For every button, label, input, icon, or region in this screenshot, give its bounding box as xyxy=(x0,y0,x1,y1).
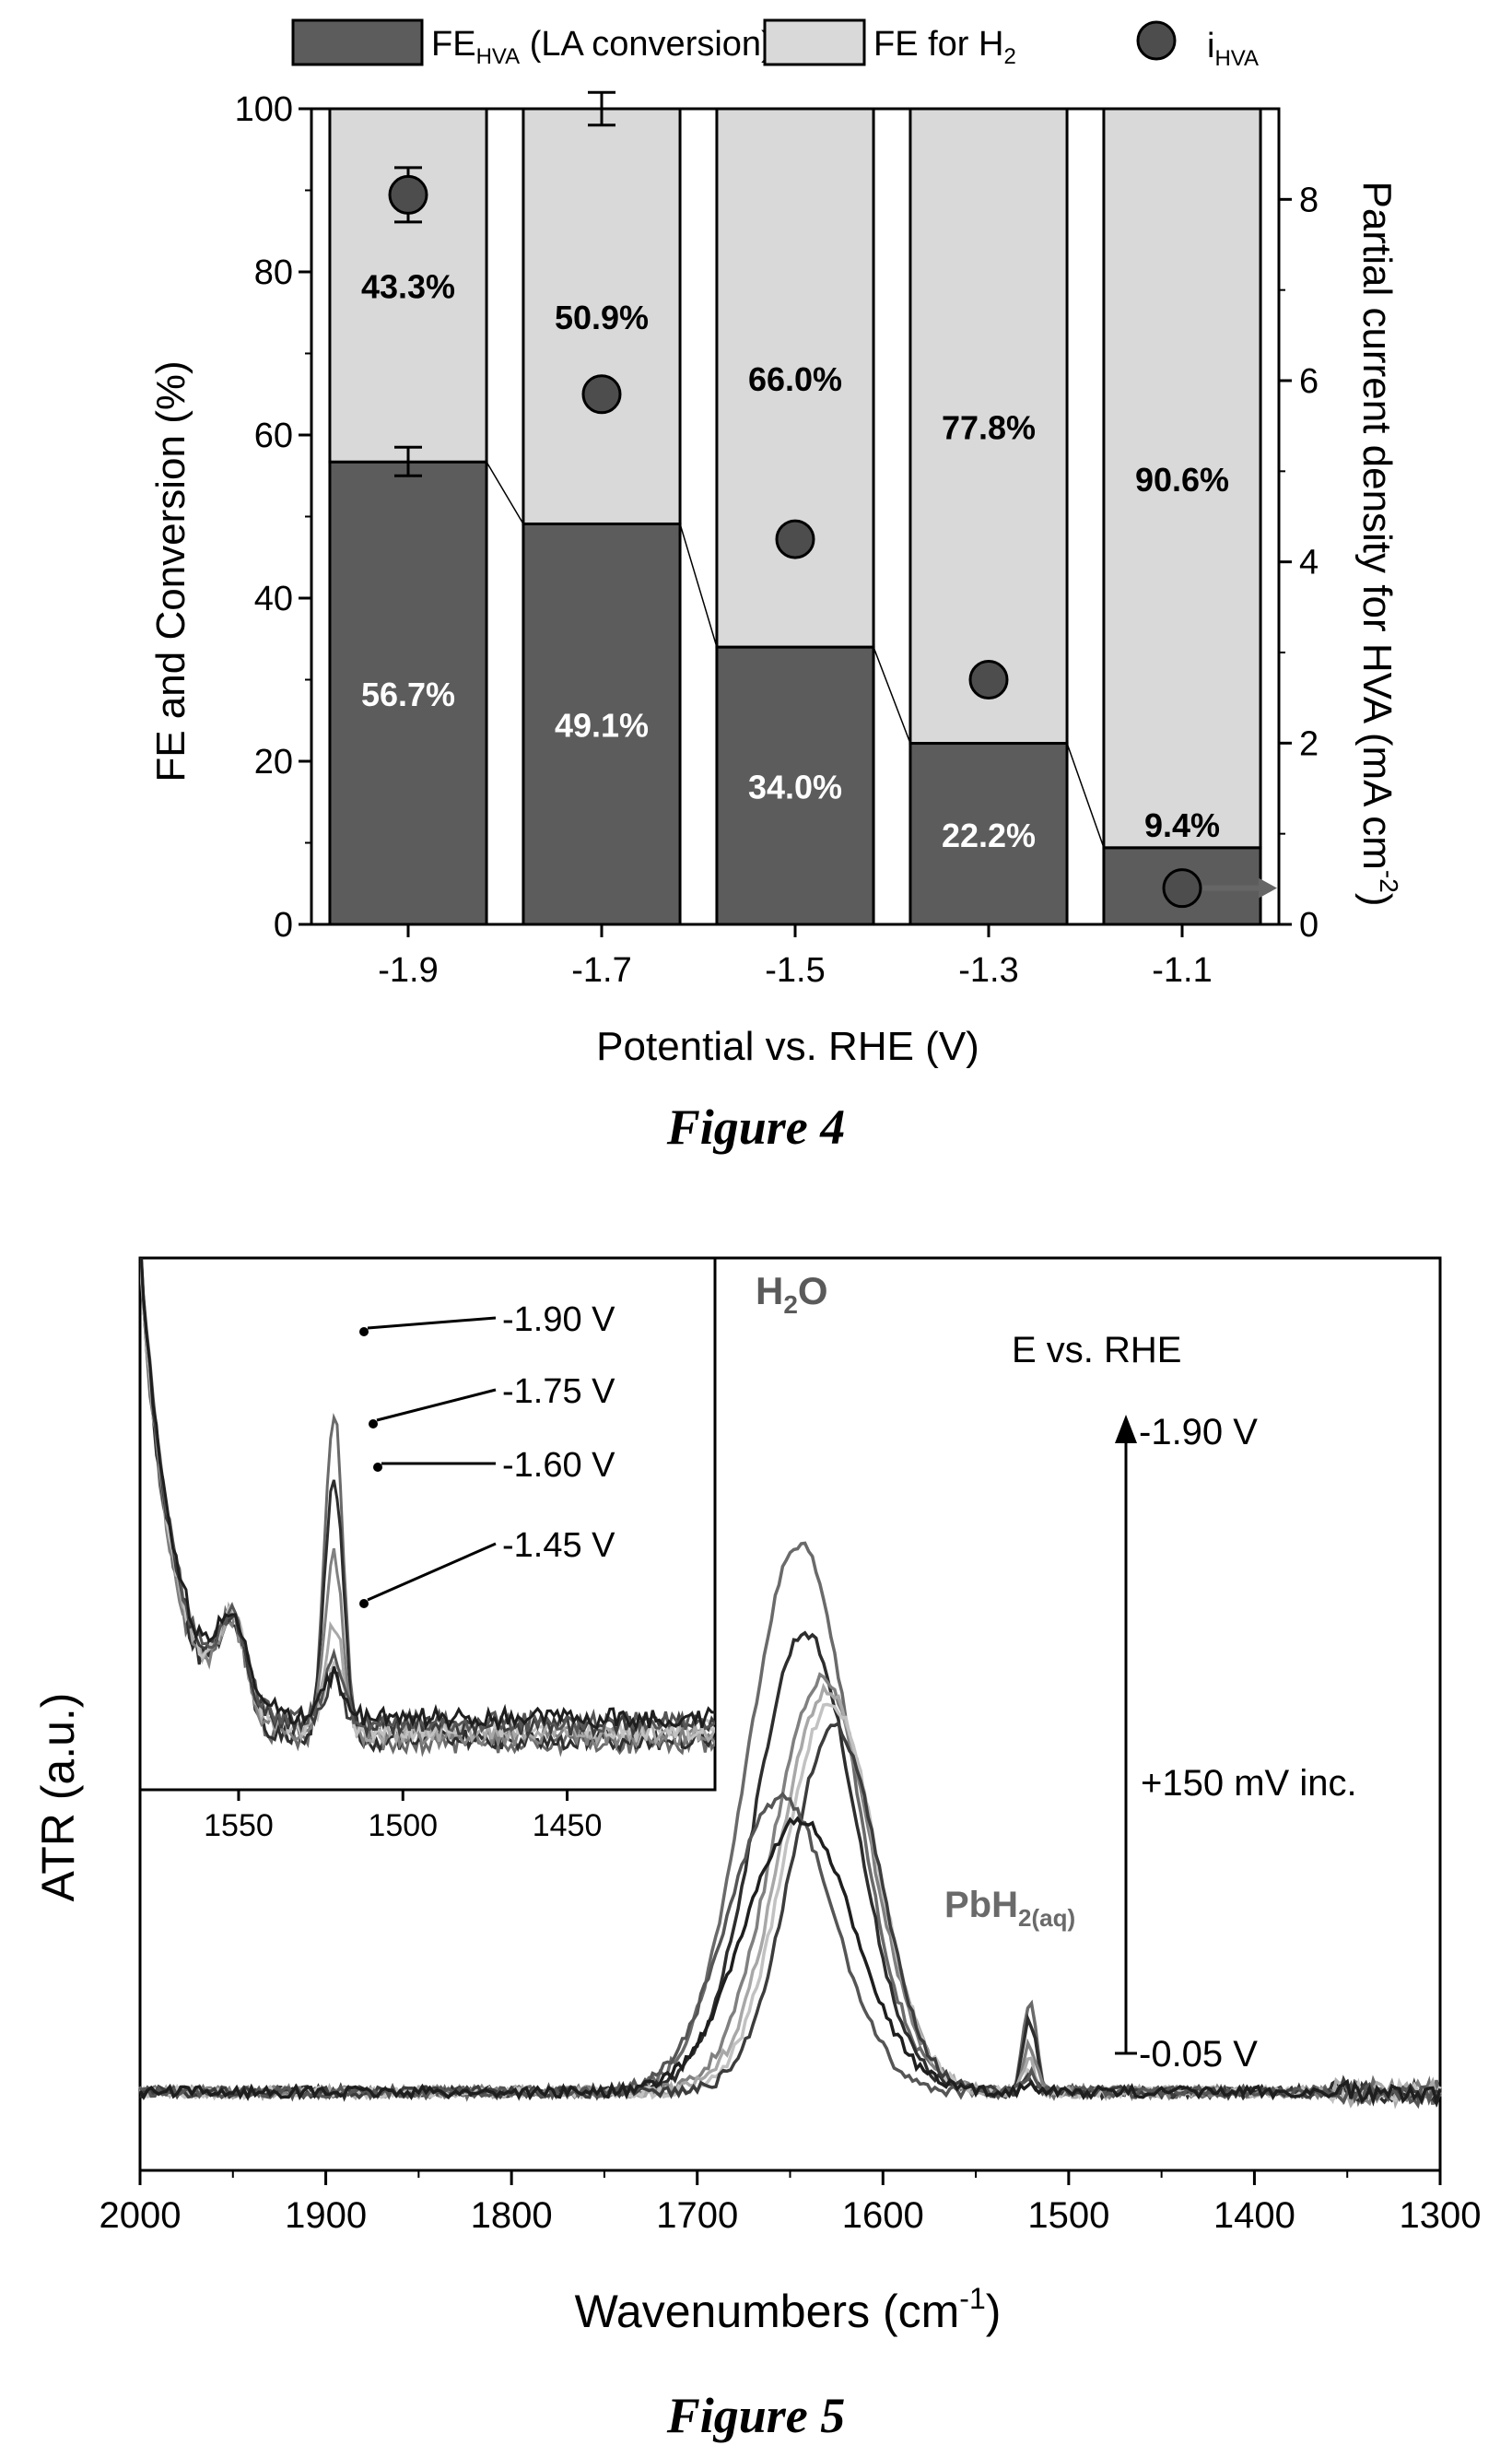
annotation-h2o: H2O xyxy=(756,1269,828,1319)
y2-tick-label: 2 xyxy=(1299,724,1319,763)
x-tick-label: -1.7 xyxy=(571,951,631,990)
data-label-fe-hva: 9.4% xyxy=(1144,806,1220,844)
y2-tick-label: 8 xyxy=(1299,181,1319,219)
figure4-chart: FEHVA (LA conversion) FE for H2 iHVA 56.… xyxy=(148,18,1403,1069)
y2-tick-label: 0 xyxy=(1299,906,1319,945)
y-tick-label: 20 xyxy=(254,743,293,782)
fig4-legend: FEHVA (LA conversion) FE for H2 iHVA xyxy=(291,18,1259,71)
x-tick-label: -1.9 xyxy=(378,951,438,990)
legend-label-i-hva: iHVA xyxy=(1207,27,1259,71)
figure5-caption: Figure 5 xyxy=(666,2388,846,2443)
inset-label-arrowhead xyxy=(359,1327,369,1336)
inset-potential-label: -1.75 V xyxy=(502,1372,615,1411)
point-i-hva xyxy=(581,374,622,415)
bar-fe-hva xyxy=(715,645,875,926)
data-label-fe-hva: 34.0% xyxy=(748,769,842,806)
bar-fe-h2 xyxy=(522,107,682,525)
x-tick-label: 1600 xyxy=(842,2195,924,2236)
inset-label-arrowhead xyxy=(373,1463,382,1472)
x-tick-label: -1.3 xyxy=(958,951,1018,990)
arrow-label-top: -1.90 V xyxy=(1139,1412,1258,1452)
annotation-e-vs-rhe: E vs. RHE xyxy=(1012,1330,1181,1370)
x-tick-label: -1.1 xyxy=(1152,951,1212,990)
inset-x-tick-label: 1500 xyxy=(368,1808,438,1843)
y-tick-label: 60 xyxy=(254,417,293,455)
inset-label-arrowhead xyxy=(369,1419,378,1428)
potential-arrow-head xyxy=(1115,1415,1137,1443)
data-label-fe-h2: 77.8% xyxy=(942,408,1036,446)
spectrum-line xyxy=(138,1816,1442,2109)
fig4-x-axis-label: Potential vs. RHE (V) xyxy=(596,1024,979,1069)
fig4-y2-axis-label: Partial current density for HVA (mA cm-2… xyxy=(1354,182,1403,907)
legend-label-fe-h2: FE for H2 xyxy=(873,25,1016,69)
data-label-fe-hva: 56.7% xyxy=(361,676,455,713)
x-tick-label: 1900 xyxy=(285,2195,367,2236)
inset-potential-label: -1.90 V xyxy=(502,1300,615,1339)
y2-tick-label: 6 xyxy=(1299,362,1319,401)
data-label-fe-h2: 66.0% xyxy=(748,360,842,398)
y-tick-label: 100 xyxy=(235,90,293,129)
x-tick-label: 1700 xyxy=(656,2195,738,2236)
inset-x-tick-label: 1550 xyxy=(204,1808,274,1843)
inset-plot: 1550 1500 1450 -1.90 V -1.75 V -1.60 V -1.45 V xyxy=(138,1256,717,1843)
point-i-hva xyxy=(968,660,1009,699)
bar-connector xyxy=(486,461,524,524)
point-i-hva xyxy=(388,174,428,215)
annotation-pbh2: PbH2(aq) xyxy=(944,1885,1075,1932)
legend-swatch-fe-h2 xyxy=(763,18,866,66)
point-i-hva xyxy=(775,519,815,559)
y-tick-label: 40 xyxy=(254,580,293,618)
fig4-plot-area: 56.7% 43.3% 49.1% 50.9% 34.0% 66.0% 22.2% 77.8%… xyxy=(235,90,1319,990)
data-label-fe-h2: 50.9% xyxy=(555,299,649,336)
inset-label-arrow xyxy=(367,1542,497,1602)
bar-connector xyxy=(873,646,911,744)
inset-label-arrow xyxy=(367,1316,497,1330)
bar-connector xyxy=(679,523,718,648)
fig4-y-axis-label: FE and Conversion (%) xyxy=(148,360,193,782)
fig5-x-axis-label: Wavenumbers (cm-1) xyxy=(575,2282,1002,2337)
x-tick-label: -1.5 xyxy=(765,951,825,990)
data-label-fe-h2: 43.3% xyxy=(361,268,455,306)
inset-label-arrow xyxy=(376,1388,497,1422)
legend-swatch-fe-hva xyxy=(291,18,424,66)
arrow-label-bottom: -0.05 V xyxy=(1139,2034,1258,2075)
y-tick-label: 0 xyxy=(274,906,293,945)
inset-spectrum-line xyxy=(140,1258,715,1733)
bar-fe-hva xyxy=(328,460,488,926)
data-label-fe-h2: 90.6% xyxy=(1135,461,1229,499)
bar-connector xyxy=(1066,743,1105,849)
y-tick-label: 80 xyxy=(254,253,293,292)
point-i-hva xyxy=(1162,868,1202,909)
data-label-fe-hva: 22.2% xyxy=(942,817,1036,854)
x-tick-label: 1500 xyxy=(1027,2195,1109,2236)
inset-label-arrowhead xyxy=(359,1599,369,1608)
arrow-label-mid: +150 mV inc. xyxy=(1141,1763,1357,1804)
inset-potential-label: -1.45 V xyxy=(502,1526,615,1565)
inset-lines xyxy=(140,1258,715,1758)
x-tick-label: 1300 xyxy=(1400,2195,1482,2236)
inset-potential-label: -1.60 V xyxy=(502,1446,615,1485)
fig5-plot-area: 2000 1900 1800 1700 1600 1500 1400 1300 1550 1500… xyxy=(100,1256,1482,2236)
data-label-fe-hva: 49.1% xyxy=(555,707,649,745)
legend-label-fe-hva: FEHVA (LA conversion) xyxy=(431,25,773,69)
fig5-y-axis-label: ATR (a.u.) xyxy=(32,1693,84,1902)
y2-tick-label: 4 xyxy=(1299,544,1319,582)
axis-pointer-head xyxy=(1259,877,1277,899)
bar-fe-h2 xyxy=(1102,107,1262,850)
x-tick-label: 1800 xyxy=(471,2195,553,2236)
inset-x-tick-label: 1450 xyxy=(533,1808,603,1843)
spectra-lines xyxy=(138,1541,1442,2110)
x-tick-label: 1400 xyxy=(1213,2195,1295,2236)
legend-marker-i-hva xyxy=(1136,20,1177,61)
figure5-chart: 2000 1900 1800 1700 1600 1500 1400 1300 1550 1500… xyxy=(32,1256,1482,2337)
spectrum-line xyxy=(139,1791,1442,2110)
x-tick-label: 2000 xyxy=(100,2195,182,2236)
figure4-caption: Figure 4 xyxy=(666,1099,846,1155)
bar-fe-h2 xyxy=(908,107,1069,746)
inset-frame xyxy=(138,1256,717,1792)
